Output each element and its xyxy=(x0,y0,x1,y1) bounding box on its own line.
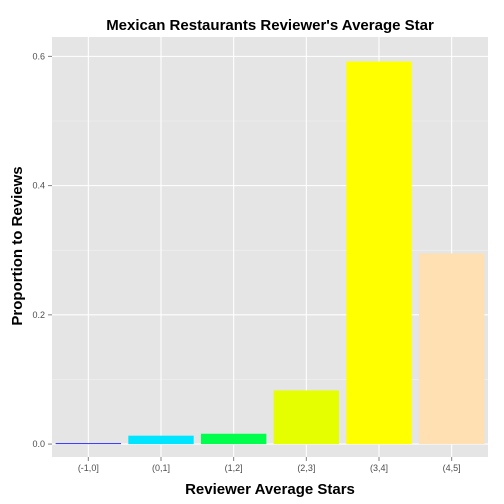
y-tick-label: 0.2 xyxy=(32,310,45,320)
x-axis: (-1,0] (0,1] (1,2] (2,3] (3,4] (4,5] xyxy=(78,457,461,473)
x-tick-label: (4,5] xyxy=(443,463,461,473)
bar xyxy=(128,435,194,445)
y-axis-title: Proportion to Reviews xyxy=(9,166,26,325)
bars xyxy=(55,61,485,445)
y-tick-label: 0.6 xyxy=(32,51,45,61)
bar xyxy=(346,61,412,445)
x-tick-label: (2,3] xyxy=(297,463,315,473)
bar xyxy=(200,433,267,445)
major-gridlines xyxy=(52,37,488,457)
y-tick-label: 0.4 xyxy=(32,181,45,191)
x-tick-label: (-1,0] xyxy=(78,463,99,473)
minor-gridlines xyxy=(52,120,488,380)
x-tick-label: (0,1] xyxy=(152,463,170,473)
y-tick-label: 0.0 xyxy=(32,439,45,449)
x-tick-label: (3,4] xyxy=(370,463,388,473)
x-tick-label: (1,2] xyxy=(225,463,243,473)
bar xyxy=(55,443,122,445)
y-axis: 0.0 0.2 0.4 0.6 xyxy=(32,51,52,449)
x-axis-title: Reviewer Average Stars xyxy=(185,481,355,498)
bar xyxy=(273,390,340,445)
plot-panel xyxy=(52,37,488,457)
chart-title: Mexican Restaurants Reviewer's Average S… xyxy=(106,17,434,34)
bar xyxy=(418,253,485,445)
